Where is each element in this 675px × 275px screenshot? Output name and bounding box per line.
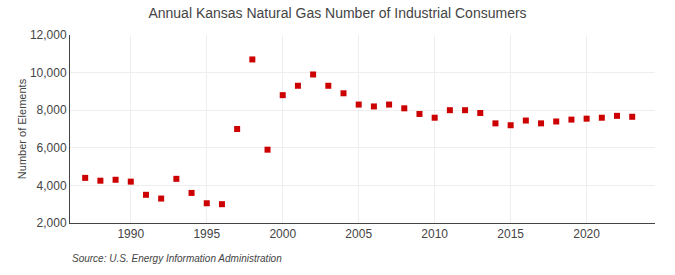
svg-text:2020: 2020 [573,227,600,241]
svg-text:2015: 2015 [497,227,524,241]
svg-text:1995: 1995 [193,227,220,241]
svg-text:12,000: 12,000 [30,28,67,42]
svg-text:4,000: 4,000 [37,179,67,193]
svg-text:Number of Elements: Number of Elements [16,78,28,179]
svg-text:Source: U.S. Energy Informatio: Source: U.S. Energy Information Administ… [72,253,282,264]
svg-text:2005: 2005 [345,227,372,241]
svg-text:2000: 2000 [269,227,296,241]
svg-text:Annual Kansas Natural Gas Numb: Annual Kansas Natural Gas Number of Indu… [148,5,526,21]
svg-text:2,000: 2,000 [37,216,67,230]
svg-text:6,000: 6,000 [37,141,67,155]
svg-text:2010: 2010 [421,227,448,241]
svg-text:8,000: 8,000 [37,103,67,117]
svg-text:10,000: 10,000 [30,66,67,80]
svg-text:1990: 1990 [117,227,144,241]
